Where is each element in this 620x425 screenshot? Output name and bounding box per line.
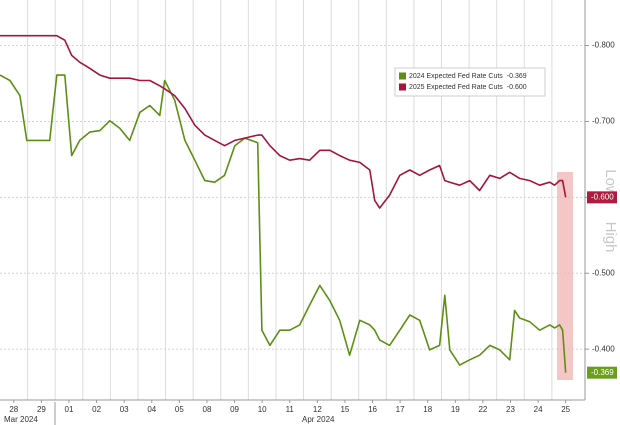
legend-box bbox=[394, 67, 546, 97]
x-tick-label: 01 bbox=[65, 405, 74, 414]
x-tick-label: 05 bbox=[175, 405, 184, 414]
x-tick-label: 29 bbox=[37, 405, 46, 414]
x-tick-label: 03 bbox=[120, 405, 129, 414]
legend-name: 2024 Expected Fed Rate Cuts bbox=[409, 73, 503, 80]
grid bbox=[0, 0, 585, 400]
legend-value: -0.369 bbox=[507, 73, 527, 80]
last-value-label: -0.369 bbox=[591, 368, 614, 377]
x-tick-label: 08 bbox=[203, 405, 212, 414]
x-tick-label: 16 bbox=[368, 405, 377, 414]
x-tick-label: 24 bbox=[534, 405, 543, 414]
last-value-tag-box bbox=[587, 191, 617, 204]
x-tick-label: 04 bbox=[147, 405, 156, 414]
legend-name: 2025 Expected Fed Rate Cuts bbox=[409, 84, 503, 91]
series-line bbox=[0, 74, 567, 373]
x-tick-label: 15 bbox=[340, 405, 349, 414]
band-label: High bbox=[602, 222, 619, 253]
x-tick-label: 19 bbox=[451, 405, 460, 414]
legend-value: -0.600 bbox=[507, 84, 527, 91]
x-tick-label: 18 bbox=[423, 405, 432, 414]
last-value-tag: -0.600 bbox=[587, 191, 617, 204]
last-value-label: -0.600 bbox=[591, 192, 614, 201]
x-tick-label: 22 bbox=[478, 405, 487, 414]
last-value-tag-box bbox=[587, 366, 617, 379]
legend-label: 2025 Expected Fed Rate Cuts -0.600 bbox=[409, 84, 527, 91]
highlight-band bbox=[557, 172, 573, 380]
x-tick-label: 25 bbox=[561, 405, 570, 414]
y-tick-label: -0.500 bbox=[592, 268, 615, 277]
legend-swatch bbox=[399, 72, 406, 80]
y-tick-label: -0.800 bbox=[592, 41, 615, 50]
x-tick-label: 11 bbox=[286, 405, 295, 414]
x-period-label: Mar 2024 bbox=[4, 415, 38, 424]
legend: 2024 Expected Fed Rate Cuts -0.369 2025 Ex… bbox=[394, 67, 546, 97]
x-tick-label: 17 bbox=[396, 405, 405, 414]
band-label: Low bbox=[602, 169, 619, 197]
y-tick-label: -0.400 bbox=[592, 344, 615, 353]
legend-swatch bbox=[399, 83, 406, 91]
legend-label: 2024 Expected Fed Rate Cuts -0.369 bbox=[409, 73, 527, 80]
x-tick-label: 28 bbox=[9, 405, 18, 414]
y-tick-label: -0.700 bbox=[592, 117, 615, 126]
x-tick-label: 23 bbox=[506, 405, 515, 414]
x-tick-label: 10 bbox=[258, 405, 267, 414]
x-tick-label: 12 bbox=[313, 405, 322, 414]
series-line bbox=[0, 34, 567, 209]
last-value-tag: -0.369 bbox=[587, 366, 617, 379]
x-tick-label: 02 bbox=[92, 405, 101, 414]
x-tick-label: 09 bbox=[230, 405, 239, 414]
x-period-label: Apr 2024 bbox=[302, 415, 335, 424]
